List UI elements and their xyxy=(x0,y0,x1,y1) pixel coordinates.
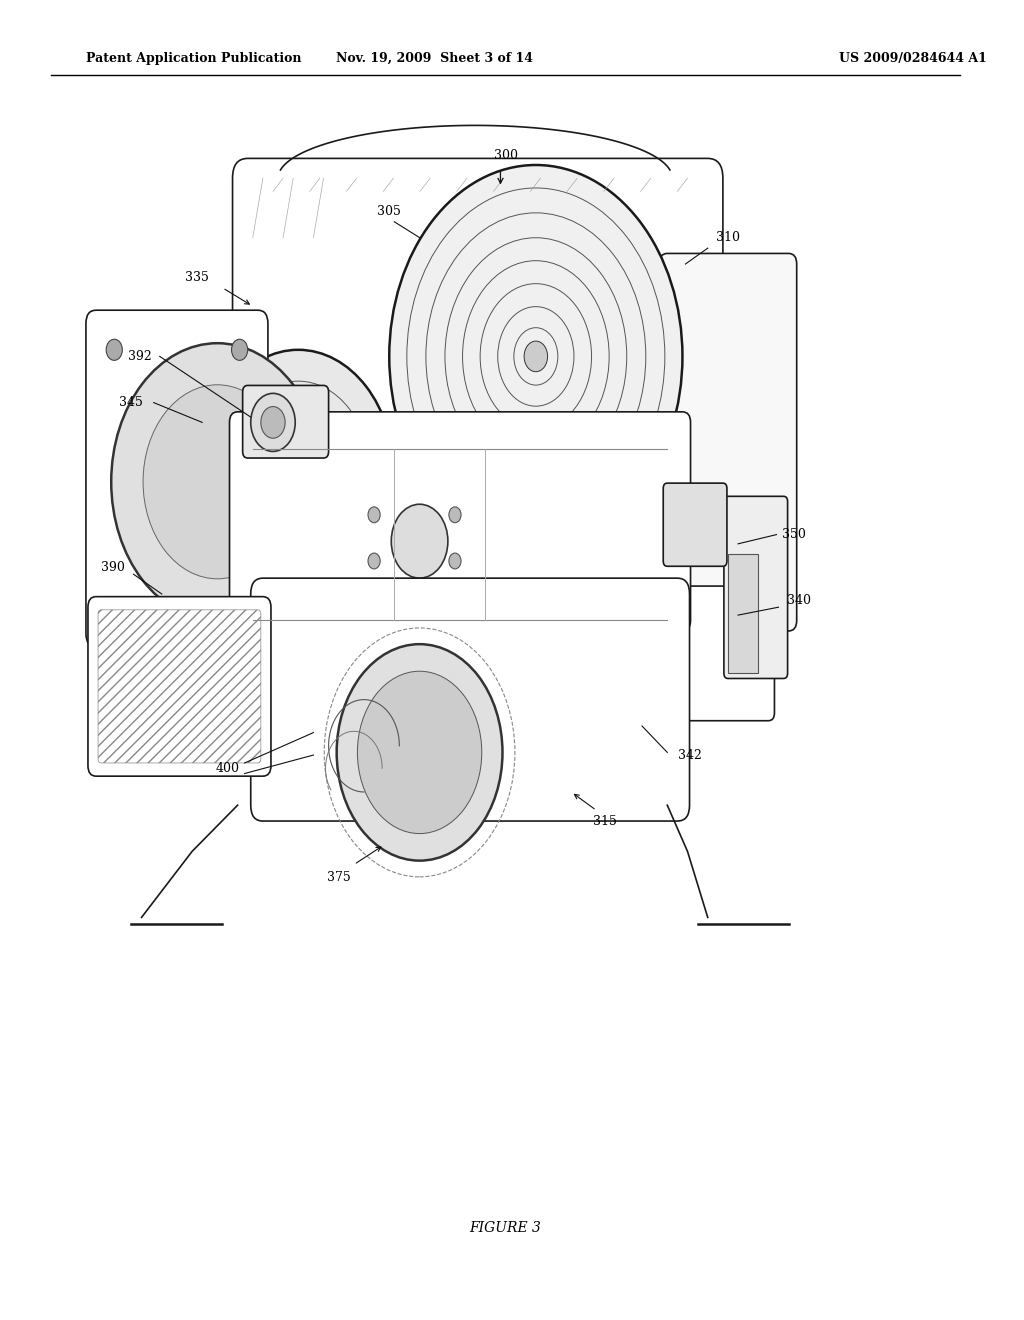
Text: 390: 390 xyxy=(101,561,125,574)
FancyBboxPatch shape xyxy=(243,385,329,458)
Circle shape xyxy=(449,507,461,523)
FancyBboxPatch shape xyxy=(664,483,727,566)
Circle shape xyxy=(251,393,295,451)
Circle shape xyxy=(368,507,380,523)
Circle shape xyxy=(524,341,548,372)
FancyBboxPatch shape xyxy=(724,496,787,678)
Circle shape xyxy=(391,504,447,578)
Text: 300: 300 xyxy=(494,149,517,162)
Text: Patent Application Publication: Patent Application Publication xyxy=(86,51,301,65)
Text: 350: 350 xyxy=(781,528,806,541)
Text: US 2009/0284644 A1: US 2009/0284644 A1 xyxy=(839,51,987,65)
Circle shape xyxy=(106,339,122,360)
Circle shape xyxy=(357,671,481,834)
Circle shape xyxy=(202,350,394,601)
Text: 340: 340 xyxy=(786,594,811,607)
Text: 342: 342 xyxy=(678,748,701,762)
Circle shape xyxy=(112,343,324,620)
Circle shape xyxy=(261,407,285,438)
Text: 375: 375 xyxy=(327,871,350,884)
Bar xyxy=(728,554,759,673)
Text: 335: 335 xyxy=(185,271,209,284)
Text: 315: 315 xyxy=(593,814,616,828)
Circle shape xyxy=(389,165,682,548)
FancyBboxPatch shape xyxy=(659,253,797,631)
Text: 345: 345 xyxy=(120,396,143,409)
Circle shape xyxy=(231,339,248,360)
Text: 305: 305 xyxy=(377,205,401,218)
FancyBboxPatch shape xyxy=(86,310,268,647)
FancyBboxPatch shape xyxy=(232,158,723,455)
Text: 392: 392 xyxy=(128,350,152,363)
Text: FIGURE 3: FIGURE 3 xyxy=(470,1221,542,1234)
FancyBboxPatch shape xyxy=(88,597,271,776)
Circle shape xyxy=(106,597,122,618)
FancyBboxPatch shape xyxy=(251,578,689,821)
Circle shape xyxy=(337,644,503,861)
Text: 400: 400 xyxy=(215,762,240,775)
Text: 310: 310 xyxy=(716,231,740,244)
FancyBboxPatch shape xyxy=(229,412,690,631)
Circle shape xyxy=(368,553,380,569)
Text: Nov. 19, 2009  Sheet 3 of 14: Nov. 19, 2009 Sheet 3 of 14 xyxy=(336,51,534,65)
Circle shape xyxy=(449,553,461,569)
Circle shape xyxy=(143,384,292,578)
FancyBboxPatch shape xyxy=(667,586,774,721)
Circle shape xyxy=(231,597,248,618)
